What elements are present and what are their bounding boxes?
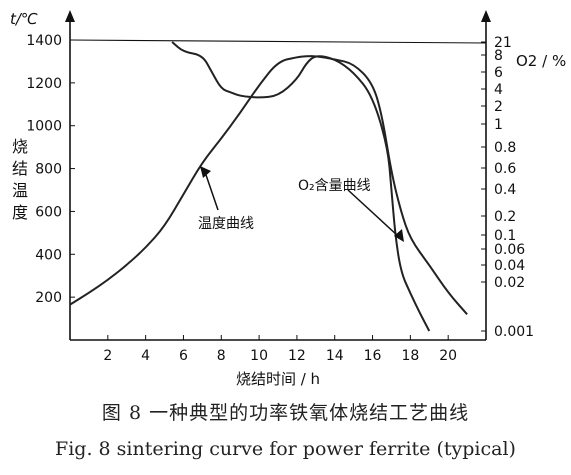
y2-tick-label: 0.04 bbox=[494, 258, 525, 274]
y2-tick-label: 6 bbox=[494, 65, 503, 81]
y-tick-label: 1200 bbox=[26, 76, 62, 92]
y2-tick-label: 0.1 bbox=[494, 228, 516, 244]
annotation-temperature: 温度曲线 bbox=[198, 216, 254, 232]
annotation-oxygen-arrowhead bbox=[394, 229, 404, 242]
x-tick-label: 8 bbox=[217, 348, 226, 364]
y2-tick-label: 0.02 bbox=[494, 275, 525, 291]
annotation-oxygen: O₂含量曲线 bbox=[298, 178, 371, 194]
annotation-oxygen-arrow bbox=[347, 189, 399, 237]
x-tick-label: 2 bbox=[103, 348, 112, 364]
y2-tick-label: 0.8 bbox=[494, 140, 516, 156]
y-tick-label: 400 bbox=[35, 247, 62, 263]
y-axis-unit: t/℃ bbox=[10, 10, 38, 28]
series-lines bbox=[69, 41, 468, 332]
y-axis-left-label-char: 温 bbox=[12, 181, 28, 200]
y2-tick-label: 4 bbox=[494, 82, 503, 98]
x-tick-label: 6 bbox=[179, 348, 188, 364]
y2-tick-label: 0.2 bbox=[494, 209, 516, 225]
y-axis-left-arrow bbox=[65, 10, 75, 22]
x-tick-label: 18 bbox=[401, 348, 419, 364]
y2-tick-label: 2 bbox=[494, 99, 503, 115]
y-tick-label: 1000 bbox=[26, 119, 62, 135]
y-tick-label: 600 bbox=[35, 204, 62, 220]
reference-line-1400 bbox=[69, 39, 487, 44]
y2-tick-label: 21 bbox=[494, 35, 512, 51]
series-oxygen-line bbox=[171, 41, 431, 332]
y-axis-left-label-char: 结 bbox=[12, 159, 28, 178]
y2-tick-label: 8 bbox=[494, 48, 503, 64]
x-tick-label: 4 bbox=[141, 348, 150, 364]
y2-tick-label: 1 bbox=[494, 117, 503, 133]
y-tick-label: 1400 bbox=[26, 33, 62, 49]
ticks: 2 4 6 8 10 12 14 16 18 20200400600800100012001400… bbox=[26, 33, 534, 364]
x-tick-label: 20 bbox=[439, 348, 457, 364]
y-axis-left-label-char: 烧 bbox=[12, 137, 28, 156]
x-tick-label: 10 bbox=[250, 348, 268, 364]
y-tick-label: 800 bbox=[35, 162, 62, 178]
x-tick-label: 14 bbox=[326, 348, 344, 364]
caption-chinese: 图 8 一种典型的功率铁氧体烧结工艺曲线 bbox=[101, 402, 470, 424]
x-tick-label: 16 bbox=[364, 348, 382, 364]
y-axis-right-unit: O2 / % bbox=[516, 52, 566, 70]
annotations: 温度曲线 O₂含量曲线 bbox=[198, 166, 404, 242]
y-axis-right-arrow bbox=[481, 10, 491, 22]
y2-tick-label: 0.4 bbox=[494, 182, 516, 198]
y-tick-label: 200 bbox=[35, 290, 62, 306]
x-tick-label: 12 bbox=[288, 348, 306, 364]
y2-tick-label: 0.6 bbox=[494, 161, 516, 177]
annotation-temperature-arrow bbox=[204, 171, 219, 211]
y2-tick-label: 0.06 bbox=[494, 242, 525, 258]
annotation-temperature-arrowhead bbox=[200, 166, 211, 178]
series-temperature-line bbox=[69, 55, 468, 315]
y-axis-left-label-char: 度 bbox=[12, 203, 28, 222]
caption-english: Fig. 8 sintering curve for power ferrite… bbox=[55, 438, 516, 460]
y2-tick-label: 0.001 bbox=[494, 324, 534, 340]
x-axis-label: 烧结时间 / h bbox=[236, 370, 320, 388]
